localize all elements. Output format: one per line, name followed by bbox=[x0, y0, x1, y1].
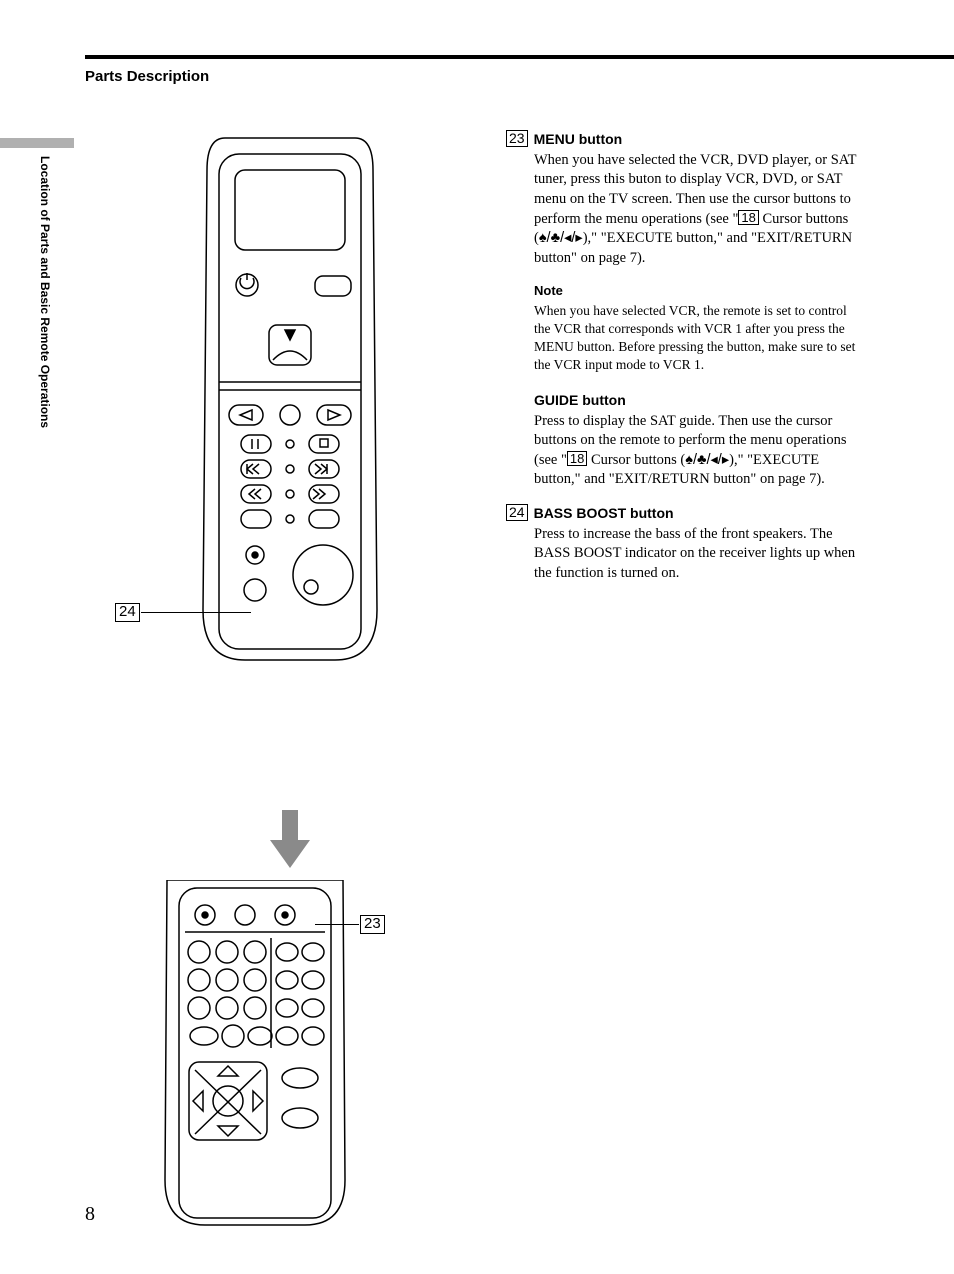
item-23-body: When you have selected the VCR, DVD play… bbox=[534, 151, 866, 268]
item-24-num: 24 bbox=[506, 504, 528, 521]
item-24-heading: 24 BASS BOOST button bbox=[506, 504, 866, 523]
item-24-title: BASS BOOST button bbox=[534, 504, 674, 523]
guide-heading: GUIDE button bbox=[534, 391, 866, 410]
guide-body: Press to display the SAT guide. Then use… bbox=[534, 412, 866, 490]
item-23-num: 23 bbox=[506, 130, 528, 147]
remote-bottom-illustration bbox=[155, 880, 355, 1230]
callout-24-line bbox=[141, 612, 251, 613]
item-23-heading: 23 MENU button bbox=[506, 130, 866, 149]
callout-23: 23 bbox=[360, 915, 385, 934]
page-number: 8 bbox=[85, 1203, 95, 1226]
callout-24: 24 bbox=[115, 603, 140, 622]
arrow-down-icon bbox=[270, 810, 310, 870]
item-23-title: MENU button bbox=[534, 130, 623, 149]
sidebar-label: Location of Parts and Basic Remote Opera… bbox=[38, 156, 52, 428]
remote-top-illustration bbox=[185, 130, 395, 670]
callout-23-line bbox=[315, 924, 359, 925]
ref-18: 18 bbox=[567, 451, 587, 466]
item-24-body: Press to increase the bass of the front … bbox=[534, 525, 866, 584]
side-tab bbox=[0, 138, 74, 148]
text: Cursor buttons ( bbox=[587, 452, 685, 468]
cursor-arrows: ♠/♣/◂/▸ bbox=[685, 452, 729, 468]
cursor-arrows: ♠/♣/◂/▸ bbox=[539, 230, 583, 246]
section-header: Parts Description bbox=[85, 68, 209, 85]
ref-18: 18 bbox=[738, 210, 758, 225]
note-body: When you have selected VCR, the remote i… bbox=[534, 302, 866, 375]
note-heading: Note bbox=[534, 282, 866, 300]
top-rule bbox=[85, 55, 954, 59]
text-column: 23 MENU button When you have selected th… bbox=[506, 130, 866, 597]
